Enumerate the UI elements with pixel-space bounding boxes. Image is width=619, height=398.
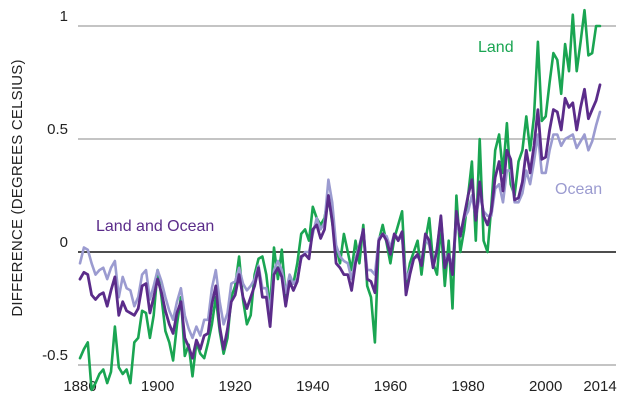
y-tick-label: 1 xyxy=(60,8,68,25)
series-line-land xyxy=(78,8,602,392)
x-tick-label: 1900 xyxy=(141,378,174,395)
x-tick-label: 2014 xyxy=(583,378,616,395)
y-axis-ticks: -0.5 0 0.5 1 xyxy=(42,8,68,364)
y-axis-label: DIFFERENCE (DEGREES CELSIUS) xyxy=(9,59,26,316)
gridlines xyxy=(78,25,616,366)
x-axis-ticks: 1880 1900 1920 1940 1960 1980 2000 2014 xyxy=(63,378,616,395)
x-tick-label: 1960 xyxy=(374,378,407,395)
x-tick-label: 2000 xyxy=(529,378,562,395)
x-tick-label: 1880 xyxy=(63,378,96,395)
x-tick-label: 1980 xyxy=(451,378,484,395)
series-labels: Land Ocean Land and Ocean xyxy=(96,39,602,235)
y-tick-label: 0 xyxy=(60,234,68,251)
y-tick-label: 0.5 xyxy=(47,121,68,138)
series-line-land-and-ocean xyxy=(78,83,602,360)
series-label-ocean: Ocean xyxy=(555,181,602,198)
y-tick-label: -0.5 xyxy=(42,347,68,364)
series-label-land: Land xyxy=(478,39,514,56)
series-lines xyxy=(78,8,602,392)
x-tick-label: 1920 xyxy=(219,378,252,395)
series-label-land-and-ocean: Land and Ocean xyxy=(96,218,214,235)
x-tick-label: 1940 xyxy=(296,378,329,395)
